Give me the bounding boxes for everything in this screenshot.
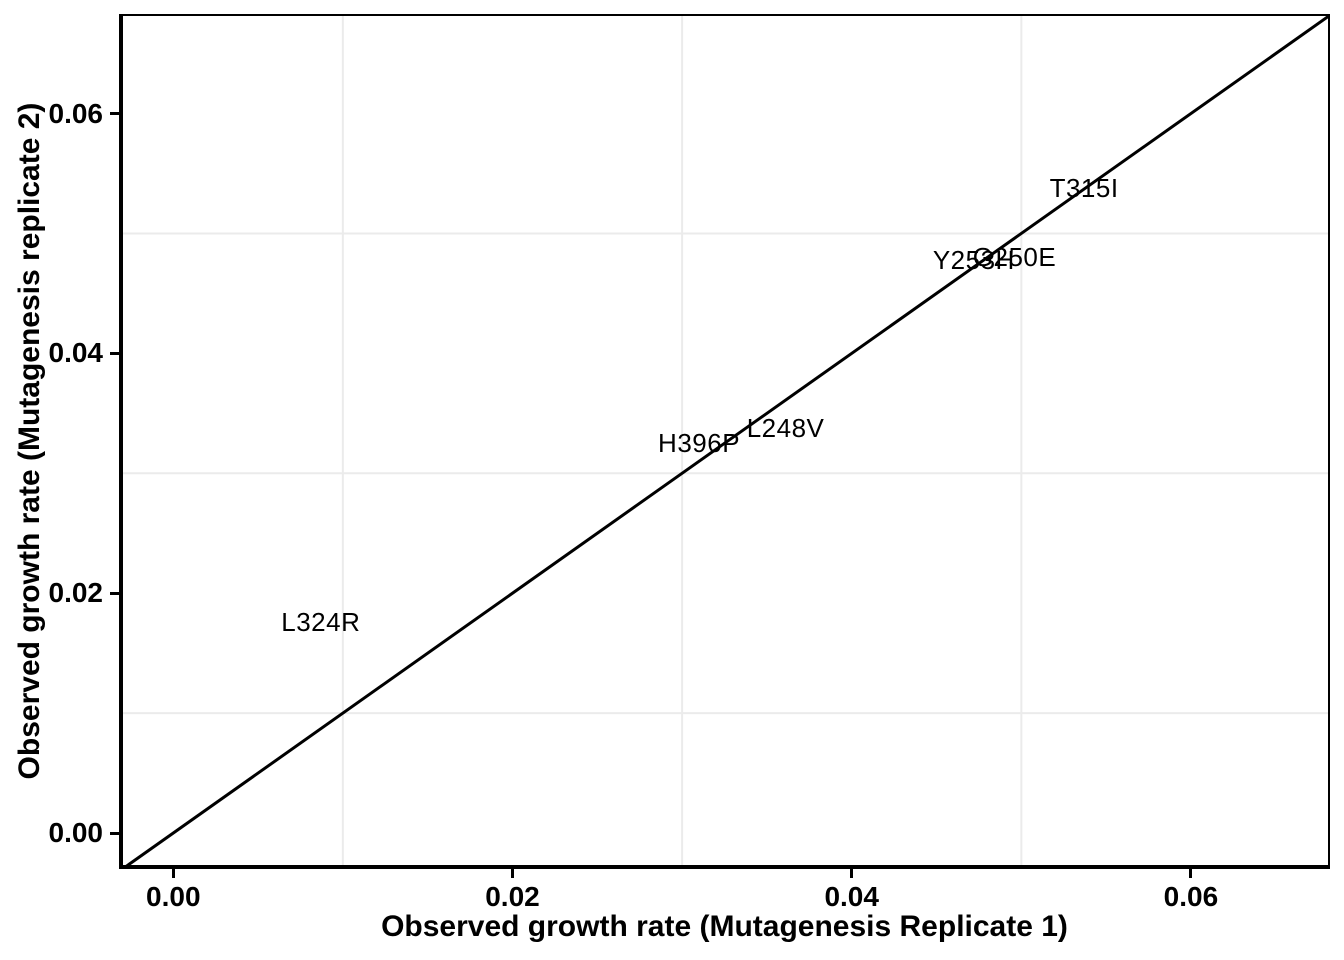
x-tick-label: 0.06 — [1163, 881, 1219, 912]
y-tick-label: 0.00 — [48, 817, 104, 849]
point-label-t315i: T315I — [1049, 172, 1119, 203]
y-axis-title: Observed growth rate (Mutagenesis replic… — [13, 102, 46, 780]
y-tick-mark — [110, 112, 119, 116]
y-tick-mark — [110, 831, 119, 835]
x-tick-mark — [171, 869, 175, 878]
point-label-y253h: Y253H — [932, 244, 1015, 275]
plot-panel-canvas — [119, 14, 1330, 869]
x-tick-label: 0.00 — [146, 881, 201, 912]
x-tick-label: 0.04 — [824, 881, 879, 912]
point-label-l248v: L248V — [746, 412, 825, 443]
point-label-h396p: H396P — [658, 428, 741, 459]
y-tick-label: 0.04 — [48, 337, 104, 369]
x-tick-mark — [850, 869, 854, 878]
y-tick-label: 0.06 — [48, 97, 104, 129]
y-tick-mark — [110, 591, 119, 595]
x-tick-mark — [510, 869, 514, 878]
point-label-l324r: L324R — [281, 606, 361, 637]
identity-line — [119, 14, 1330, 869]
y-tick-label: 0.02 — [48, 577, 104, 609]
x-axis-title: Observed growth rate (Mutagenesis Replic… — [381, 910, 1068, 943]
point-label-g250e: G250E — [972, 242, 1057, 273]
x-tick-label: 0.02 — [485, 881, 540, 912]
y-tick-mark — [110, 351, 119, 355]
x-tick-mark — [1189, 869, 1193, 878]
